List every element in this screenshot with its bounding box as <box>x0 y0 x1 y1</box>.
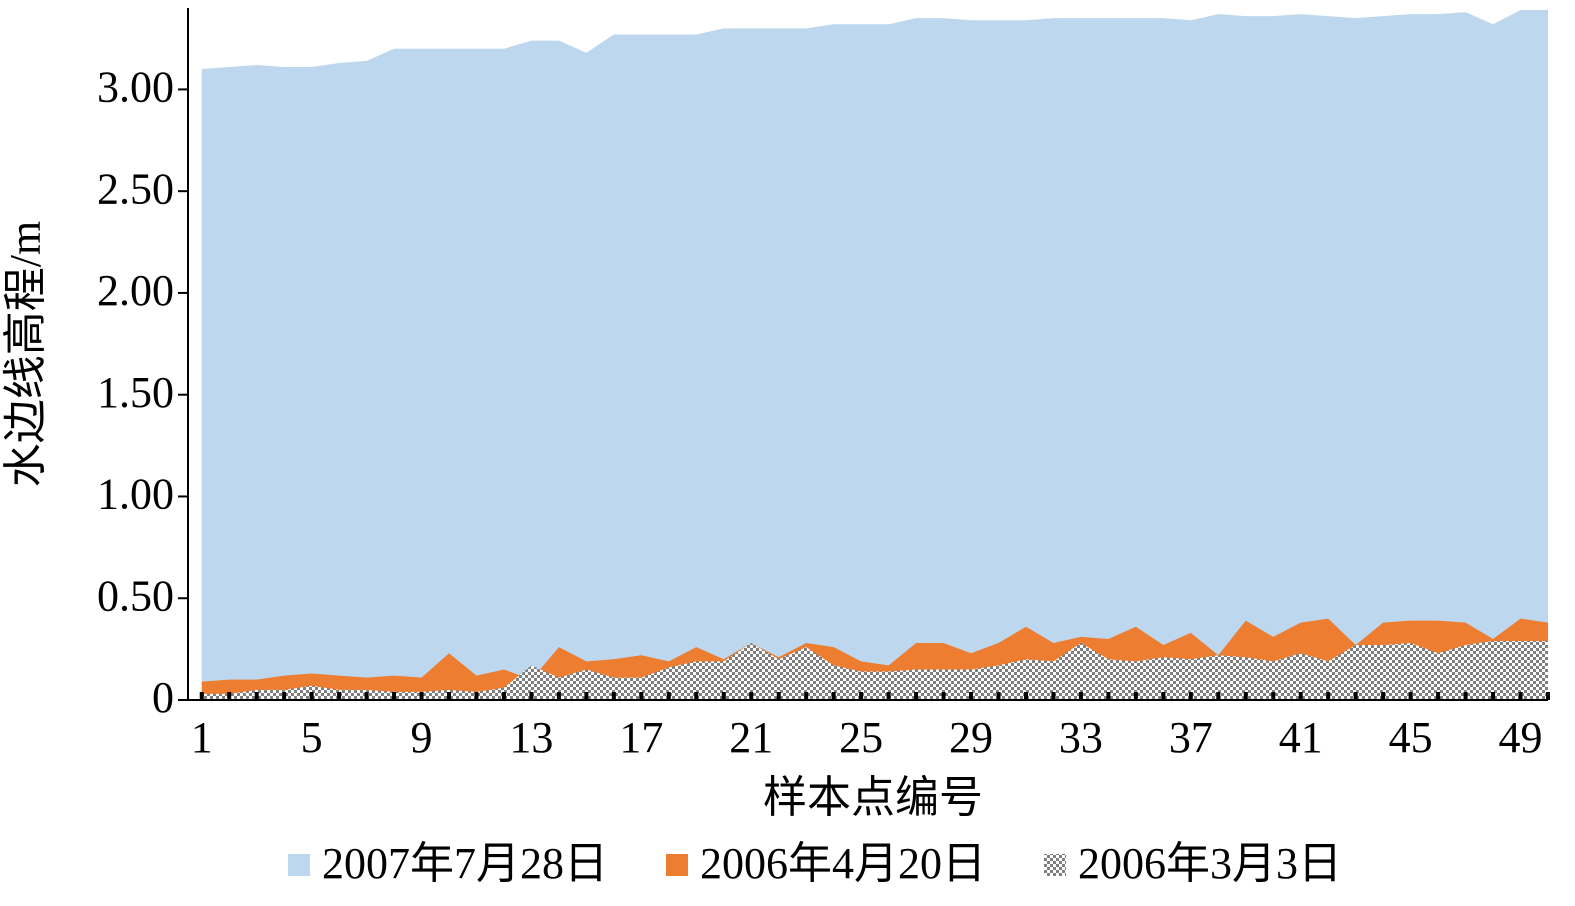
x-tick-label: 41 <box>1279 713 1323 762</box>
legend-label: 2007年7月28日 <box>322 839 608 888</box>
y-tick-label: 1.00 <box>97 470 174 519</box>
y-tick-label: 1.50 <box>97 368 174 417</box>
x-tick-label: 45 <box>1389 713 1433 762</box>
y-tick-label: 3.00 <box>97 63 174 112</box>
x-tick-label: 9 <box>411 713 433 762</box>
x-tick-label: 37 <box>1169 713 1213 762</box>
x-tick-label: 49 <box>1499 713 1543 762</box>
x-tick-label: 5 <box>301 713 323 762</box>
x-tick-label: 25 <box>839 713 883 762</box>
legend-swatch <box>288 854 310 876</box>
x-axis-label: 样本点编号 <box>763 773 983 822</box>
x-tick-label: 33 <box>1059 713 1103 762</box>
legend-label: 2006年3月3日 <box>1078 839 1342 888</box>
legend-swatch <box>666 854 688 876</box>
y-tick-label: 2.00 <box>97 266 174 315</box>
area <box>201 640 1548 700</box>
x-tick-label: 21 <box>729 713 773 762</box>
y-tick-label: 2.50 <box>97 164 174 213</box>
y-tick-label: 0.50 <box>97 571 174 620</box>
legend-label: 2006年4月20日 <box>700 839 986 888</box>
y-tick-label: 0 <box>152 673 174 722</box>
x-tick-label: 29 <box>949 713 993 762</box>
x-tick-label: 13 <box>509 713 553 762</box>
x-tick-label: 17 <box>619 713 663 762</box>
legend-swatch <box>1044 854 1066 876</box>
area <box>201 10 1548 701</box>
y-axis-label: 水边线高程/m <box>1 221 50 487</box>
plot-area <box>201 10 1548 701</box>
x-tick-label: 1 <box>191 713 213 762</box>
